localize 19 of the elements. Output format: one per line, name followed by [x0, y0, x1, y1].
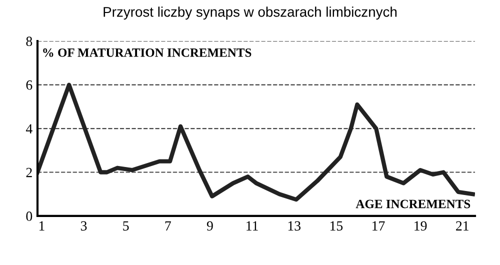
- y-tick-label: 2: [26, 168, 32, 178]
- y-tick-label: 8: [26, 36, 32, 46]
- x-tick-label: 7: [165, 221, 171, 230]
- x-tick-label: 3: [80, 221, 87, 231]
- y-tick-label: 4: [26, 124, 32, 134]
- y-axis-title: % OF MATURATION INCREMENTS: [43, 48, 252, 57]
- x-tick-label: 19: [414, 221, 427, 231]
- x-tick-label: 13: [288, 221, 301, 231]
- x-tick-label: 11: [246, 221, 258, 230]
- chart-title: Przyrost liczby synaps w obszarach limbicznych: [104, 6, 397, 20]
- x-tick-label: 1: [39, 221, 44, 230]
- x-tick-label: 15: [330, 221, 343, 231]
- x-tick-label: 9: [206, 221, 213, 231]
- x-tick-label: 21: [456, 221, 468, 230]
- x-tick-label: 17: [372, 221, 385, 230]
- x-axis-title: AGE INCREMENTS: [356, 200, 470, 208]
- y-tick-label: 0: [26, 212, 32, 221]
- x-tick-label: 5: [123, 221, 129, 231]
- y-tick-label: 6: [26, 80, 32, 90]
